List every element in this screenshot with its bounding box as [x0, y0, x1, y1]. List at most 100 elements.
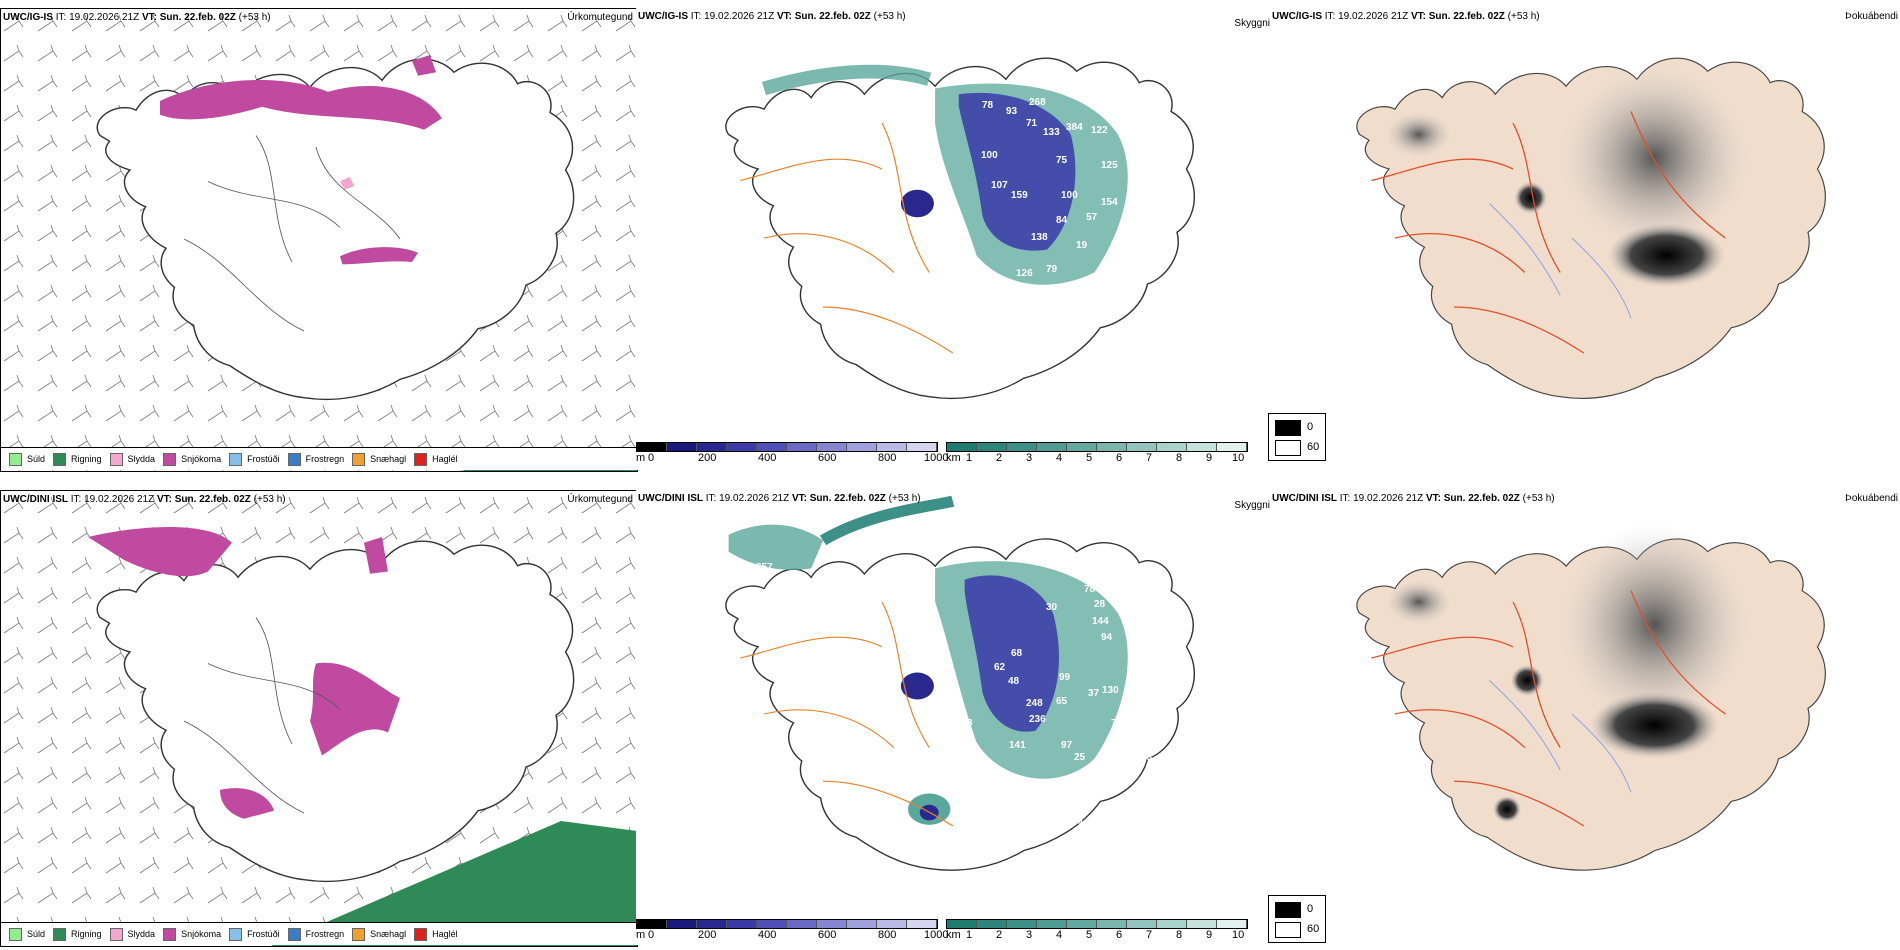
svg-text:23: 23	[786, 572, 798, 583]
svg-text:94: 94	[1101, 632, 1113, 643]
fog-map-2	[1356, 523, 1826, 871]
svg-text:65: 65	[1056, 696, 1068, 707]
header-2a: UWC/DINI ISL IT: 19.02.2026 21Z VT: Sun.…	[3, 494, 286, 505]
precip-legend-2: Súld Rigning Slydda Snjókoma Frostúði Fr…	[1, 922, 637, 945]
svg-text:130: 130	[1102, 685, 1119, 696]
vis-colorbar-1: km 1 2 3 4 5 6 7 8 9 10	[946, 438, 1248, 468]
svg-text:109: 109	[1066, 780, 1083, 791]
svg-text:54: 54	[1072, 817, 1084, 828]
svg-text:59: 59	[1130, 630, 1142, 641]
fog-panel-2: UWC/DINI ISL IT: 19.02.2026 21Z VT: Sun.…	[1272, 490, 1900, 945]
legend-item: Súld	[9, 452, 45, 466]
panel-type-2c: Þokuábendi	[1845, 493, 1898, 504]
svg-text:86: 86	[1120, 743, 1132, 754]
legend-item: Slydda	[109, 927, 155, 941]
svg-text:125: 125	[1101, 160, 1118, 171]
snow-height-labels-2: 257 23 12 180 84 78 30 28 144 94 59 62 4…	[739, 548, 1153, 871]
precip-type-map-1	[1, 9, 637, 471]
svg-text:79: 79	[1098, 778, 1110, 789]
svg-text:7: 7	[1068, 335, 1074, 346]
fog-map-1	[1356, 57, 1826, 399]
panel-type-1c: Þokuábendi	[1845, 11, 1898, 22]
visibility-map-2: 257 23 12 180 84 78 30 28 144 94 59 62 4…	[725, 495, 1196, 871]
svg-text:78: 78	[982, 100, 994, 111]
legend-item: Haglél	[414, 452, 458, 466]
fog-panel-1: UWC/IG-IS IT: 19.02.2026 21Z VT: Sun. 22…	[1272, 8, 1900, 470]
svg-text:159: 159	[1011, 190, 1028, 201]
svg-text:97: 97	[1061, 740, 1073, 751]
header-1c: UWC/IG-IS IT: 19.02.2026 21Z VT: Sun. 22…	[1272, 11, 1540, 22]
svg-text:75: 75	[1056, 155, 1068, 166]
fog-legend-1: 0 60	[1268, 413, 1326, 461]
svg-text:76: 76	[1111, 240, 1123, 251]
svg-text:97: 97	[742, 110, 754, 121]
svg-text:84: 84	[1104, 548, 1116, 559]
svg-text:68: 68	[1011, 648, 1023, 659]
svg-text:19: 19	[1076, 240, 1088, 251]
legend-item: Snæhagl	[352, 452, 406, 466]
panel-type-2b: Skyggni	[1234, 500, 1270, 511]
svg-text:62: 62	[994, 662, 1006, 673]
precip-type-map-2	[1, 491, 637, 946]
snow-height-labels-1: 17 97 78 93 268 71 133 384 122 131 100 1…	[742, 90, 1148, 346]
legend-item: Snjókoma	[163, 927, 221, 941]
visibility-map-1: 17 97 78 93 268 71 133 384 122 131 100 1…	[725, 57, 1196, 400]
legend-item: Haglél	[414, 927, 458, 941]
svg-text:154: 154	[1101, 197, 1118, 208]
svg-text:100: 100	[981, 150, 998, 161]
svg-text:95: 95	[1124, 268, 1136, 279]
svg-text:96: 96	[948, 247, 960, 258]
svg-text:93: 93	[1006, 106, 1018, 117]
legend-item: Frostúði	[229, 452, 280, 466]
legend-item: Súld	[9, 927, 45, 941]
svg-text:71: 71	[1026, 118, 1038, 129]
svg-text:84: 84	[1056, 215, 1068, 226]
precip-type-panel-2: UWC/DINI ISL IT: 19.02.2026 21Z VT: Sun.…	[0, 490, 638, 947]
legend-item: Snjókoma	[163, 452, 221, 466]
svg-text:81: 81	[949, 729, 961, 740]
svg-text:12: 12	[739, 594, 751, 605]
svg-text:123: 123	[1131, 230, 1148, 241]
svg-text:107: 107	[991, 180, 1008, 191]
svg-text:13: 13	[1141, 752, 1153, 763]
svg-text:126: 126	[1016, 268, 1033, 279]
svg-text:73: 73	[1111, 718, 1123, 729]
svg-text:141: 141	[1009, 740, 1026, 751]
svg-text:79: 79	[1046, 264, 1058, 275]
snow-area	[160, 79, 443, 130]
svg-text:48: 48	[1008, 676, 1020, 687]
svg-text:100: 100	[1061, 190, 1078, 201]
svg-text:37: 37	[1088, 688, 1100, 699]
svg-text:248: 248	[1026, 698, 1043, 709]
header-2c: UWC/DINI ISL IT: 19.02.2026 21Z VT: Sun.…	[1272, 493, 1555, 504]
svg-text:57: 57	[1086, 212, 1098, 223]
height-colorbar-1: m 0 200 400 600 800 1000	[636, 438, 948, 468]
legend-item: Frostregn	[287, 452, 344, 466]
svg-text:25: 25	[1074, 752, 1086, 763]
svg-text:133: 133	[1043, 127, 1060, 138]
visibility-panel-1: 17 97 78 93 268 71 133 384 122 131 100 1…	[636, 8, 1272, 470]
svg-text:144: 144	[1092, 616, 1109, 627]
vis-colorbar-2: km 1 2 3 4 5 6 7 8 9 10	[946, 915, 1248, 945]
visibility-panel-2: 257 23 12 180 84 78 30 28 144 94 59 62 4…	[636, 490, 1272, 945]
svg-text:78: 78	[1084, 584, 1096, 595]
precip-type-panel-1: UWC/IG-IS IT: 19.02.2026 21Z VT: Sun. 22…	[0, 8, 638, 472]
fog-legend-2: 0 60	[1268, 895, 1326, 943]
legend-item: Snæhagl	[352, 927, 406, 941]
legend-item: Frostregn	[287, 927, 344, 941]
svg-text:28: 28	[1094, 599, 1106, 610]
svg-text:268: 268	[1029, 97, 1046, 108]
panel-type-1a: Úrkomutegund	[567, 12, 633, 23]
panel-type-2a: Úrkomutegund	[567, 494, 633, 505]
legend-item: Rigning	[53, 452, 102, 466]
svg-text:8: 8	[967, 718, 973, 729]
header-2b: UWC/DINI ISL IT: 19.02.2026 21Z VT: Sun.…	[638, 493, 921, 504]
header-1a: UWC/IG-IS IT: 19.02.2026 21Z VT: Sun. 22…	[3, 12, 271, 23]
legend-item: Slydda	[109, 452, 155, 466]
height-colorbar-2: m 0 200 400 600 800 1000	[636, 915, 948, 945]
legend-item: Rigning	[53, 927, 102, 941]
svg-text:384: 384	[1066, 122, 1083, 133]
svg-text:17: 17	[788, 90, 800, 101]
precip-legend-1: Súld Rigning Slydda Snjókoma Frostúði Fr…	[1, 447, 637, 470]
svg-text:236: 236	[1029, 714, 1046, 725]
